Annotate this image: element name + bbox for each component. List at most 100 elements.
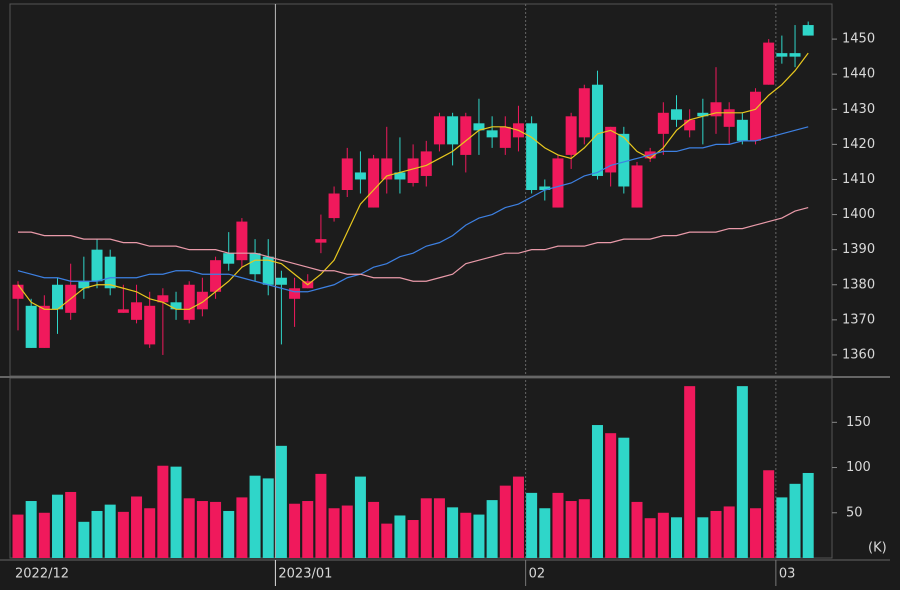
volume-bar: [236, 497, 248, 558]
y-tick-label: 1420: [842, 137, 875, 152]
candle-body: [289, 288, 301, 299]
candle-body: [78, 281, 90, 289]
volume-bar: [368, 501, 380, 558]
volume-bar: [486, 500, 498, 558]
volume-bar: [52, 494, 64, 558]
volume-bar: [631, 501, 643, 558]
volume-bar: [776, 497, 788, 558]
volume-unit: (K): [868, 541, 887, 556]
volume-bar: [460, 512, 472, 558]
candle-body: [539, 186, 551, 190]
candle-body: [223, 253, 235, 264]
moving-average-line: [17, 52, 809, 310]
candle-body: [447, 116, 459, 145]
candle-body: [802, 25, 814, 36]
volume-bar: [407, 520, 419, 558]
candle-body: [236, 221, 248, 261]
y-tick-label: 1390: [842, 242, 875, 257]
volume-bar: [499, 485, 511, 558]
candle-body: [736, 119, 748, 141]
volume-bar: [763, 470, 775, 558]
volume-bar: [605, 433, 617, 558]
candle-body: [52, 284, 64, 310]
candle-body: [671, 109, 682, 120]
volume-bar: [12, 514, 24, 558]
volume-bar: [196, 501, 208, 558]
candle-body: [131, 302, 143, 320]
candle-body: [750, 91, 762, 141]
y-tick-label: 1360: [842, 347, 875, 362]
volume-bar: [25, 501, 37, 558]
volume-bar: [526, 492, 538, 558]
y-tick-label: 1370: [842, 312, 875, 327]
volume-bar: [750, 508, 762, 558]
candle-body: [473, 123, 485, 131]
candle-body: [354, 172, 366, 180]
candle-body: [341, 158, 353, 190]
volume-bar: [394, 515, 406, 558]
candle-body: [789, 53, 801, 57]
candle-body: [710, 102, 722, 117]
volume-bar: [710, 510, 722, 558]
candle-body: [526, 123, 538, 190]
candle-body: [315, 239, 327, 243]
y-tick-label: 1450: [842, 32, 875, 47]
candle-body: [684, 119, 696, 131]
y-tick-label: 1380: [842, 277, 875, 292]
candle-body: [578, 88, 590, 138]
candle-body: [249, 253, 261, 275]
volume-bar: [657, 512, 669, 558]
x-tick-label: 03: [779, 567, 796, 582]
candle-body: [183, 284, 195, 320]
volume-bar: [644, 518, 656, 558]
volume-bar: [131, 496, 143, 558]
volume-bar: [117, 511, 129, 558]
candle-body: [591, 84, 603, 176]
volume-bar: [565, 501, 577, 558]
candle-body: [368, 158, 380, 208]
volume-bar: [684, 386, 696, 558]
volume-bar: [249, 475, 261, 558]
volume-bar: [539, 508, 551, 558]
y-tick-label: 150: [846, 415, 871, 430]
volume-bar: [447, 507, 459, 558]
candle-body: [407, 158, 419, 183]
candle-body: [196, 291, 208, 310]
price-panel: [9, 3, 833, 377]
y-tick-label: 100: [846, 460, 871, 475]
candle-body: [104, 256, 116, 289]
candle-body: [552, 158, 564, 208]
candle-body: [381, 158, 393, 180]
volume-bar: [91, 510, 103, 558]
volume-bar: [183, 498, 195, 558]
candle-body: [275, 277, 287, 285]
candle-body: [697, 112, 709, 117]
candle-body: [157, 295, 169, 303]
candle-body: [25, 305, 37, 348]
candle-body: [170, 302, 182, 310]
volume-bar: [328, 508, 340, 558]
volume-bar: [618, 437, 630, 558]
candle-body: [657, 112, 669, 134]
candle-body: [262, 256, 274, 285]
volume-bar: [341, 505, 353, 558]
candle-body: [117, 309, 129, 313]
x-tick-label: 2022/12: [15, 567, 69, 582]
volume-bar: [473, 514, 485, 558]
candle-body: [91, 249, 103, 282]
volume-bar: [170, 466, 182, 558]
y-tick-label: 1410: [842, 172, 875, 187]
y-tick-label: 1440: [842, 67, 875, 82]
volume-bar: [65, 491, 77, 558]
candle-body: [723, 109, 735, 127]
volume-bar: [157, 465, 169, 558]
candle-body: [631, 165, 643, 208]
candle-body: [486, 130, 498, 138]
moving-average-line: [18, 206, 809, 282]
volume-bar: [302, 501, 314, 558]
candle-body: [328, 193, 340, 219]
y-tick-label: 50: [846, 505, 863, 520]
volume-bar: [512, 476, 524, 558]
volume-bar: [802, 472, 814, 558]
volume-bar: [104, 504, 116, 558]
